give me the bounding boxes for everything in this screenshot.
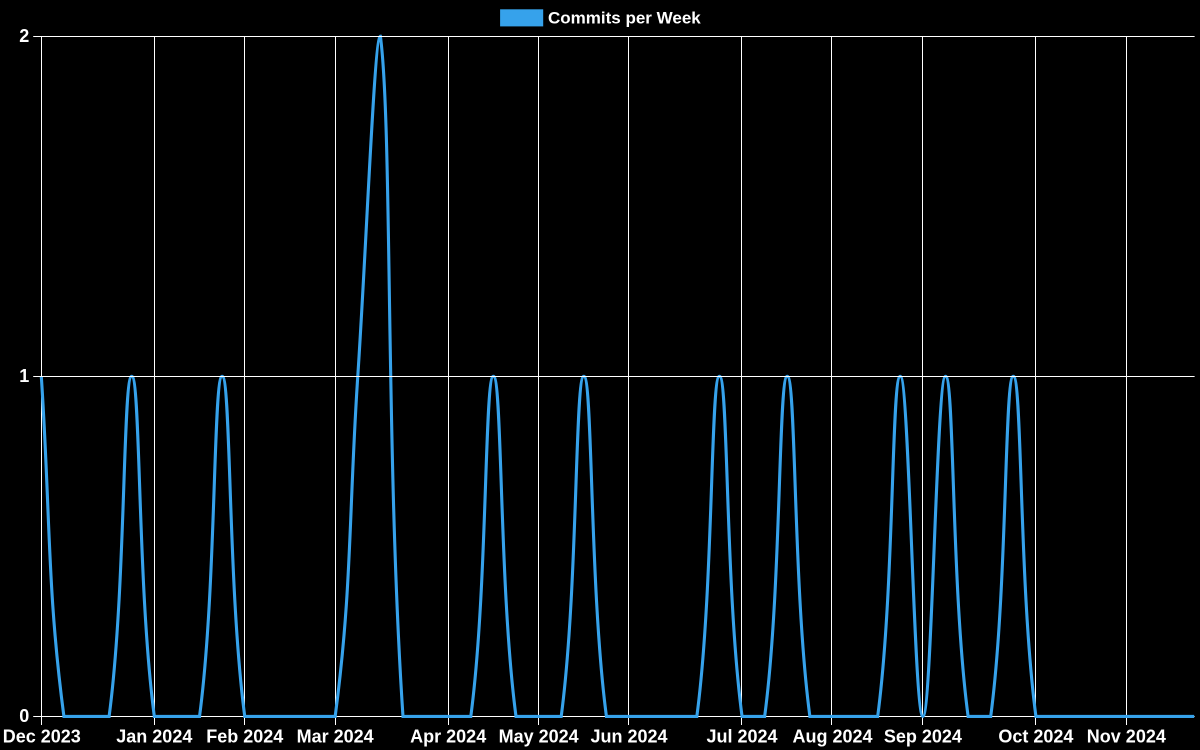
svg-text:0: 0 [19, 706, 29, 726]
svg-text:Apr 2024: Apr 2024 [410, 727, 486, 747]
svg-text:May 2024: May 2024 [499, 727, 579, 747]
svg-text:Jul 2024: Jul 2024 [707, 727, 778, 747]
svg-text:Jun 2024: Jun 2024 [591, 727, 668, 747]
svg-text:Feb 2024: Feb 2024 [206, 727, 283, 747]
svg-text:Aug 2024: Aug 2024 [792, 727, 872, 747]
svg-text:Dec 2023: Dec 2023 [3, 727, 81, 747]
svg-text:Jan 2024: Jan 2024 [116, 727, 192, 747]
svg-text:Mar 2024: Mar 2024 [297, 727, 374, 747]
svg-text:Commits per Week: Commits per Week [548, 8, 701, 27]
svg-text:1: 1 [19, 366, 29, 386]
svg-text:2: 2 [19, 26, 29, 46]
svg-text:Sep 2024: Sep 2024 [884, 727, 962, 747]
svg-text:Nov 2024: Nov 2024 [1087, 727, 1166, 747]
svg-text:Oct 2024: Oct 2024 [998, 727, 1073, 747]
